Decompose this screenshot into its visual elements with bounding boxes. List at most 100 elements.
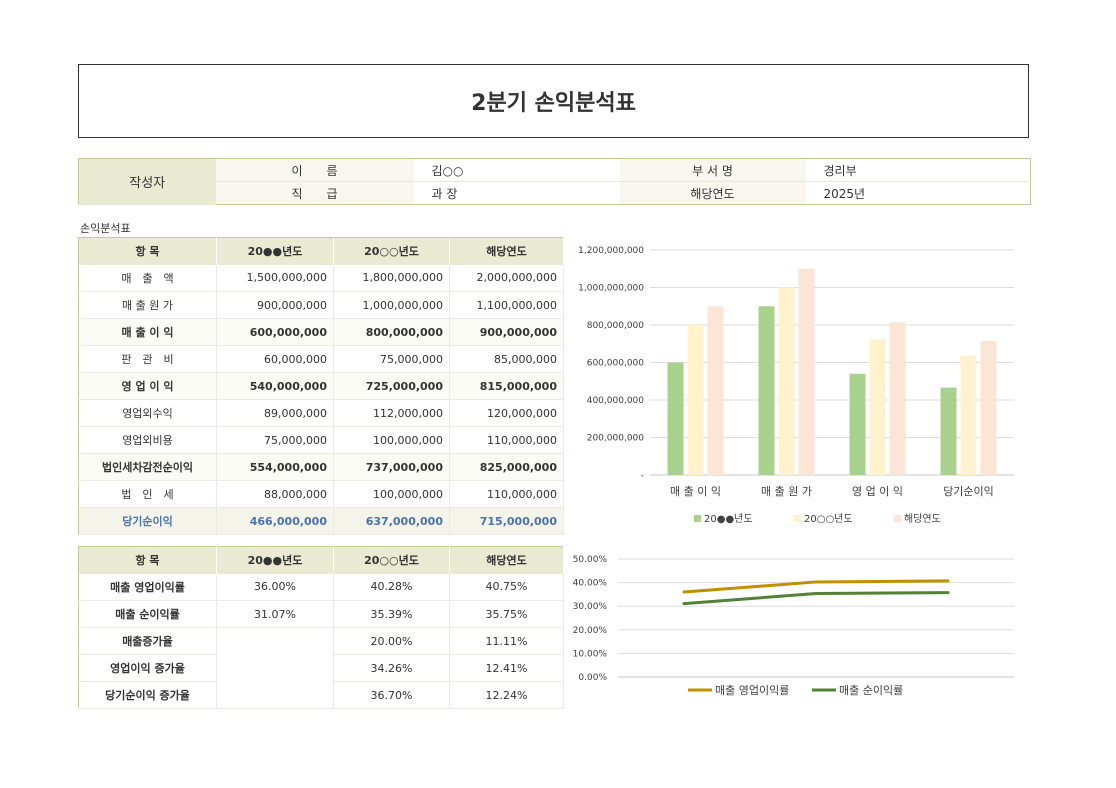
bar <box>940 387 957 475</box>
series-line <box>682 591 950 606</box>
cell-value[interactable]: 40.75% <box>449 573 564 601</box>
year-value[interactable]: 2025년 <box>805 181 1031 205</box>
cell-value[interactable]: 60,000,000 <box>216 345 334 373</box>
legend-label: 매출 영업이익률 <box>715 684 789 697</box>
y-tick-label: 0.00% <box>578 673 607 683</box>
row-label[interactable]: 영업외비용 <box>78 426 217 454</box>
ratio-table: 항 목 20●●년도 20○○년도 해당연도 매출 영업이익률 36.00% 40.… <box>78 546 564 709</box>
row-label[interactable]: 영업외수익 <box>78 399 217 427</box>
bar <box>980 340 997 475</box>
y-tick-label: 10.00% <box>573 649 608 659</box>
legend-label: 20○○년도 <box>804 513 853 525</box>
rank-value[interactable]: 과 장 <box>413 181 620 205</box>
row-label[interactable]: 당기순이익 <box>78 507 217 535</box>
cell-value[interactable]: 900,000,000 <box>216 291 334 319</box>
cell-value[interactable]: 20.00% <box>333 627 450 655</box>
legend-swatch <box>894 515 901 522</box>
cell-value[interactable]: 637,000,000 <box>333 507 450 535</box>
cell-value[interactable]: 1,000,000,000 <box>333 291 450 319</box>
table-row: 매 출 이 익 600,000,000 800,000,000 900,000,000 <box>78 318 564 346</box>
cell-value[interactable]: 1,800,000,000 <box>333 264 450 292</box>
cell-value[interactable]: 1,500,000,000 <box>216 264 334 292</box>
cell-value[interactable]: 85,000,000 <box>449 345 564 373</box>
bar <box>849 373 866 475</box>
header-year-2: 20○○년도 <box>333 237 450 265</box>
rank-label: 직 급 <box>215 181 414 205</box>
cell-value[interactable]: 715,000,000 <box>449 507 564 535</box>
cell-value[interactable]: 88,000,000 <box>216 480 334 508</box>
y-tick-label: 50.00% <box>573 555 608 565</box>
header-year-3: 해당연도 <box>449 237 564 265</box>
cell-value[interactable]: 600,000,000 <box>216 318 334 346</box>
cell-value[interactable]: 110,000,000 <box>449 426 564 454</box>
row-label[interactable]: 매 출 원 가 <box>78 291 217 319</box>
table-row: 매 출 원 가 900,000,000 1,000,000,000 1,100,000… <box>78 291 564 319</box>
bar <box>960 355 977 475</box>
legend-label: 해당연도 <box>904 512 941 525</box>
row-label[interactable]: 영업이익 증가율 <box>78 654 217 682</box>
bar <box>869 339 886 475</box>
header-item: 항 목 <box>78 237 217 265</box>
cell-value[interactable]: 35.75% <box>449 600 564 628</box>
cell-value[interactable]: 11.11% <box>449 627 564 655</box>
cell-value[interactable]: 12.41% <box>449 654 564 682</box>
cell-value[interactable]: 120,000,000 <box>449 399 564 427</box>
row-label[interactable]: 법인세차감전순이익 <box>78 453 217 481</box>
table-row: 매 출 액 1,500,000,000 1,800,000,000 2,000,000… <box>78 264 564 292</box>
cell-value[interactable]: 31.07% <box>216 600 334 628</box>
y-tick-label: 800,000,000 <box>587 321 645 331</box>
cell-value[interactable]: 800,000,000 <box>333 318 450 346</box>
table-row: 판 관 비 60,000,000 75,000,000 85,000,000 <box>78 345 564 373</box>
cell-value[interactable]: 100,000,000 <box>333 480 450 508</box>
dept-value[interactable]: 경리부 <box>805 158 1031 182</box>
legend-label: 20●●년도 <box>704 513 753 525</box>
cell-value[interactable]: 36.00% <box>216 573 334 601</box>
row-label[interactable]: 매출 순이익률 <box>78 600 217 628</box>
bar <box>889 322 906 475</box>
cell-value[interactable]: 40.28% <box>333 573 450 601</box>
row-label[interactable]: 매 출 액 <box>78 264 217 292</box>
row-label[interactable]: 매출증가율 <box>78 627 217 655</box>
row-label[interactable]: 매 출 이 익 <box>78 318 217 346</box>
cell-value[interactable]: 36.70% <box>333 681 450 709</box>
cell-value[interactable]: 75,000,000 <box>333 345 450 373</box>
cell-value[interactable]: 2,000,000,000 <box>449 264 564 292</box>
author-label: 작성자 <box>78 158 216 205</box>
dept-label: 부 서 명 <box>619 158 806 182</box>
cell-value[interactable]: 554,000,000 <box>216 453 334 481</box>
ratio-header-year-1: 20●●년도 <box>216 546 334 574</box>
cell-value[interactable]: 815,000,000 <box>449 372 564 400</box>
cell-value[interactable]: 900,000,000 <box>449 318 564 346</box>
cell-value[interactable]: 112,000,000 <box>333 399 450 427</box>
row-label[interactable]: 영 업 이 익 <box>78 372 217 400</box>
cell-value[interactable]: 737,000,000 <box>333 453 450 481</box>
x-tick-label: 당기순이익 <box>943 485 994 498</box>
cell-value[interactable]: 540,000,000 <box>216 372 334 400</box>
cell-value[interactable]: 1,100,000,000 <box>449 291 564 319</box>
cell-value[interactable] <box>216 627 334 709</box>
cell-value[interactable]: 34.26% <box>333 654 450 682</box>
legend-swatch <box>794 515 801 522</box>
name-value[interactable]: 김○○ <box>413 158 620 182</box>
cell-value[interactable]: 12.24% <box>449 681 564 709</box>
cell-value[interactable]: 75,000,000 <box>216 426 334 454</box>
header-year-1: 20●●년도 <box>216 237 334 265</box>
cell-value[interactable]: 466,000,000 <box>216 507 334 535</box>
row-label[interactable]: 당기순이익 증가율 <box>78 681 217 709</box>
cell-value[interactable]: 100,000,000 <box>333 426 450 454</box>
ratio-header-item: 항 목 <box>78 546 217 574</box>
y-tick-label: 20.00% <box>573 626 608 636</box>
cell-value[interactable]: 825,000,000 <box>449 453 564 481</box>
x-tick-label: 영 업 이 익 <box>852 485 903 498</box>
cell-value[interactable]: 110,000,000 <box>449 480 564 508</box>
bar <box>687 325 704 475</box>
row-label[interactable]: 매출 영업이익률 <box>78 573 217 601</box>
row-label[interactable]: 판 관 비 <box>78 345 217 373</box>
cell-value[interactable]: 35.39% <box>333 600 450 628</box>
bar-chart: - 200,000,000 400,000,000 600,000,000 800,00… <box>578 246 1014 525</box>
cell-value[interactable]: 89,000,000 <box>216 399 334 427</box>
row-label[interactable]: 법 인 세 <box>78 480 217 508</box>
cell-value[interactable]: 725,000,000 <box>333 372 450 400</box>
line-chart: 0.00% 10.00% 20.00% 30.00% 40.00% 50.00% 매출 영업… <box>573 555 1014 697</box>
table-row: 법 인 세 88,000,000 100,000,000 110,000,000 <box>78 480 564 508</box>
